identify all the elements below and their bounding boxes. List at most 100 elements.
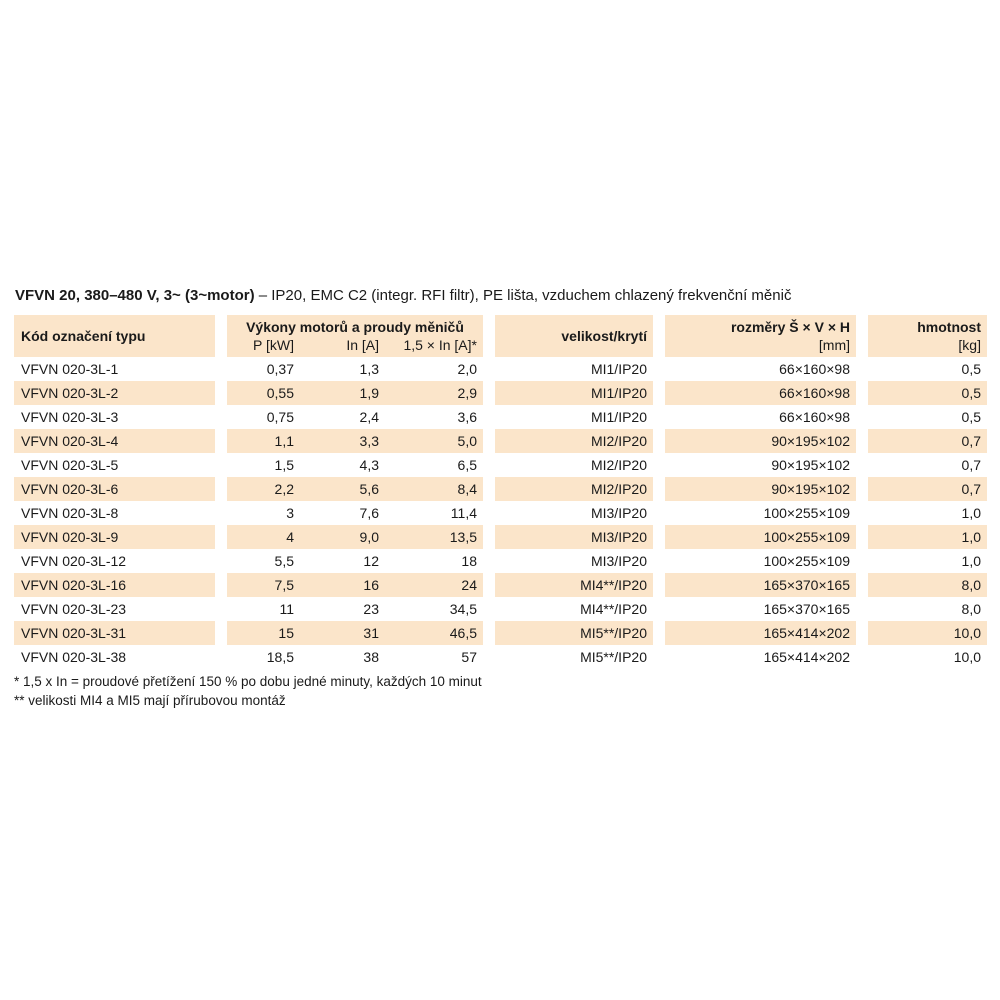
col-header-size: velikost/krytí — [495, 315, 653, 357]
cell-current-a: 1,3 — [300, 357, 385, 381]
table-title-model: VFVN 20, 380–480 V, 3~ (3~motor) — [15, 287, 255, 304]
col-header-power-group: Výkony motorů a proudy měničů — [227, 315, 483, 336]
cell-type-code: VFVN 020-3L-31 — [14, 621, 215, 645]
cell-dimensions-mm: 165×370×165 — [665, 573, 856, 597]
col-header-dimensions: rozměry Š × V × H — [665, 315, 856, 336]
cell-type-code: VFVN 020-3L-2 — [14, 381, 215, 405]
cell-power-kw: 2,2 — [227, 477, 300, 501]
table-row: VFVN 020-3L-23 11 23 34,5 MI4**/IP20 165×370×… — [14, 597, 987, 621]
cell-weight-kg: 0,5 — [868, 405, 987, 429]
column-gutter — [856, 501, 868, 525]
column-gutter — [483, 645, 495, 669]
footnote-flange-mount: ** velikosti MI4 a MI5 mají přírubovou m… — [14, 693, 286, 708]
cell-size-protection: MI1/IP20 — [495, 381, 653, 405]
column-gutter — [653, 477, 665, 501]
column-gutter — [483, 597, 495, 621]
cell-dimensions-mm: 90×195×102 — [665, 429, 856, 453]
cell-dimensions-mm: 165×414×202 — [665, 645, 856, 669]
cell-overload-current-a: 57 — [385, 645, 483, 669]
table-title: VFVN 20, 380–480 V, 3~ (3~motor) – IP20,… — [15, 287, 987, 305]
cell-type-code: VFVN 020-3L-16 — [14, 573, 215, 597]
table-row: VFVN 020-3L-31 15 31 46,5 MI5**/IP20 165×414×… — [14, 621, 987, 645]
cell-dimensions-mm: 100×255×109 — [665, 549, 856, 573]
cell-overload-current-a: 11,4 — [385, 501, 483, 525]
table-row: VFVN 020-3L-2 0,55 1,9 2,9 MI1/IP20 66×160×98… — [14, 381, 987, 405]
column-gutter — [653, 381, 665, 405]
column-gutter — [856, 597, 868, 621]
column-gutter — [483, 621, 495, 645]
table-row: VFVN 020-3L-16 7,5 16 24 MI4**/IP20 165×370×1… — [14, 573, 987, 597]
cell-overload-current-a: 24 — [385, 573, 483, 597]
column-gutter — [653, 405, 665, 429]
cell-dimensions-mm: 90×195×102 — [665, 453, 856, 477]
column-gutter — [856, 645, 868, 669]
cell-type-code: VFVN 020-3L-4 — [14, 429, 215, 453]
col-subheader-15in-a: 1,5 × In [A]* — [385, 336, 483, 357]
cell-size-protection: MI2/IP20 — [495, 477, 653, 501]
cell-size-protection: MI3/IP20 — [495, 525, 653, 549]
cell-overload-current-a: 2,0 — [385, 357, 483, 381]
col-subheader-mm-unit: [mm] — [665, 336, 856, 357]
table-row: VFVN 020-3L-5 1,5 4,3 6,5 MI2/IP20 90×195×102… — [14, 453, 987, 477]
column-gutter — [653, 315, 665, 357]
column-gutter — [653, 573, 665, 597]
column-gutter — [653, 501, 665, 525]
cell-dimensions-mm: 66×160×98 — [665, 357, 856, 381]
column-gutter — [653, 525, 665, 549]
column-gutter — [215, 549, 227, 573]
column-gutter — [653, 597, 665, 621]
column-gutter — [856, 453, 868, 477]
cell-overload-current-a: 46,5 — [385, 621, 483, 645]
column-gutter — [653, 645, 665, 669]
table-row: VFVN 020-3L-3 0,75 2,4 3,6 MI1/IP20 66×160×98… — [14, 405, 987, 429]
column-gutter — [215, 453, 227, 477]
column-gutter — [215, 429, 227, 453]
column-gutter — [856, 621, 868, 645]
cell-size-protection: MI2/IP20 — [495, 453, 653, 477]
cell-dimensions-mm: 165×414×202 — [665, 621, 856, 645]
column-gutter — [215, 525, 227, 549]
column-gutter — [653, 549, 665, 573]
column-gutter — [856, 315, 868, 357]
cell-dimensions-mm: 66×160×98 — [665, 381, 856, 405]
col-subheader-p-kw: P [kW] — [227, 336, 300, 357]
cell-current-a: 9,0 — [300, 525, 385, 549]
cell-weight-kg: 0,7 — [868, 453, 987, 477]
column-gutter — [483, 429, 495, 453]
cell-power-kw: 7,5 — [227, 573, 300, 597]
column-gutter — [215, 357, 227, 381]
col-subheader-in-a: In [A] — [300, 336, 385, 357]
cell-overload-current-a: 13,5 — [385, 525, 483, 549]
cell-power-kw: 4 — [227, 525, 300, 549]
column-gutter — [483, 405, 495, 429]
cell-type-code: VFVN 020-3L-12 — [14, 549, 215, 573]
cell-type-code: VFVN 020-3L-38 — [14, 645, 215, 669]
column-gutter — [215, 501, 227, 525]
column-gutter — [856, 405, 868, 429]
cell-dimensions-mm: 90×195×102 — [665, 477, 856, 501]
column-gutter — [483, 501, 495, 525]
column-gutter — [215, 405, 227, 429]
cell-power-kw: 3 — [227, 501, 300, 525]
cell-current-a: 7,6 — [300, 501, 385, 525]
table-row: VFVN 020-3L-12 5,5 12 18 MI3/IP20 100×255×109… — [14, 549, 987, 573]
cell-dimensions-mm: 100×255×109 — [665, 525, 856, 549]
column-gutter — [653, 621, 665, 645]
table-header: Kód označení typu Výkony motorů a proudy… — [14, 315, 987, 357]
column-gutter — [483, 381, 495, 405]
table-body: VFVN 020-3L-1 0,37 1,3 2,0 MI1/IP20 66×160×98… — [14, 357, 987, 669]
catalog-sheet: VFVN 20, 380–480 V, 3~ (3~motor) – IP20,… — [14, 287, 987, 710]
column-gutter — [856, 573, 868, 597]
cell-dimensions-mm: 66×160×98 — [665, 405, 856, 429]
column-gutter — [215, 597, 227, 621]
table-row: VFVN 020-3L-6 2,2 5,6 8,4 MI2/IP20 90×195×102… — [14, 477, 987, 501]
cell-overload-current-a: 8,4 — [385, 477, 483, 501]
cell-power-kw: 11 — [227, 597, 300, 621]
cell-current-a: 16 — [300, 573, 385, 597]
cell-current-a: 12 — [300, 549, 385, 573]
cell-weight-kg: 1,0 — [868, 501, 987, 525]
cell-type-code: VFVN 020-3L-6 — [14, 477, 215, 501]
cell-current-a: 38 — [300, 645, 385, 669]
cell-dimensions-mm: 100×255×109 — [665, 501, 856, 525]
column-gutter — [653, 357, 665, 381]
